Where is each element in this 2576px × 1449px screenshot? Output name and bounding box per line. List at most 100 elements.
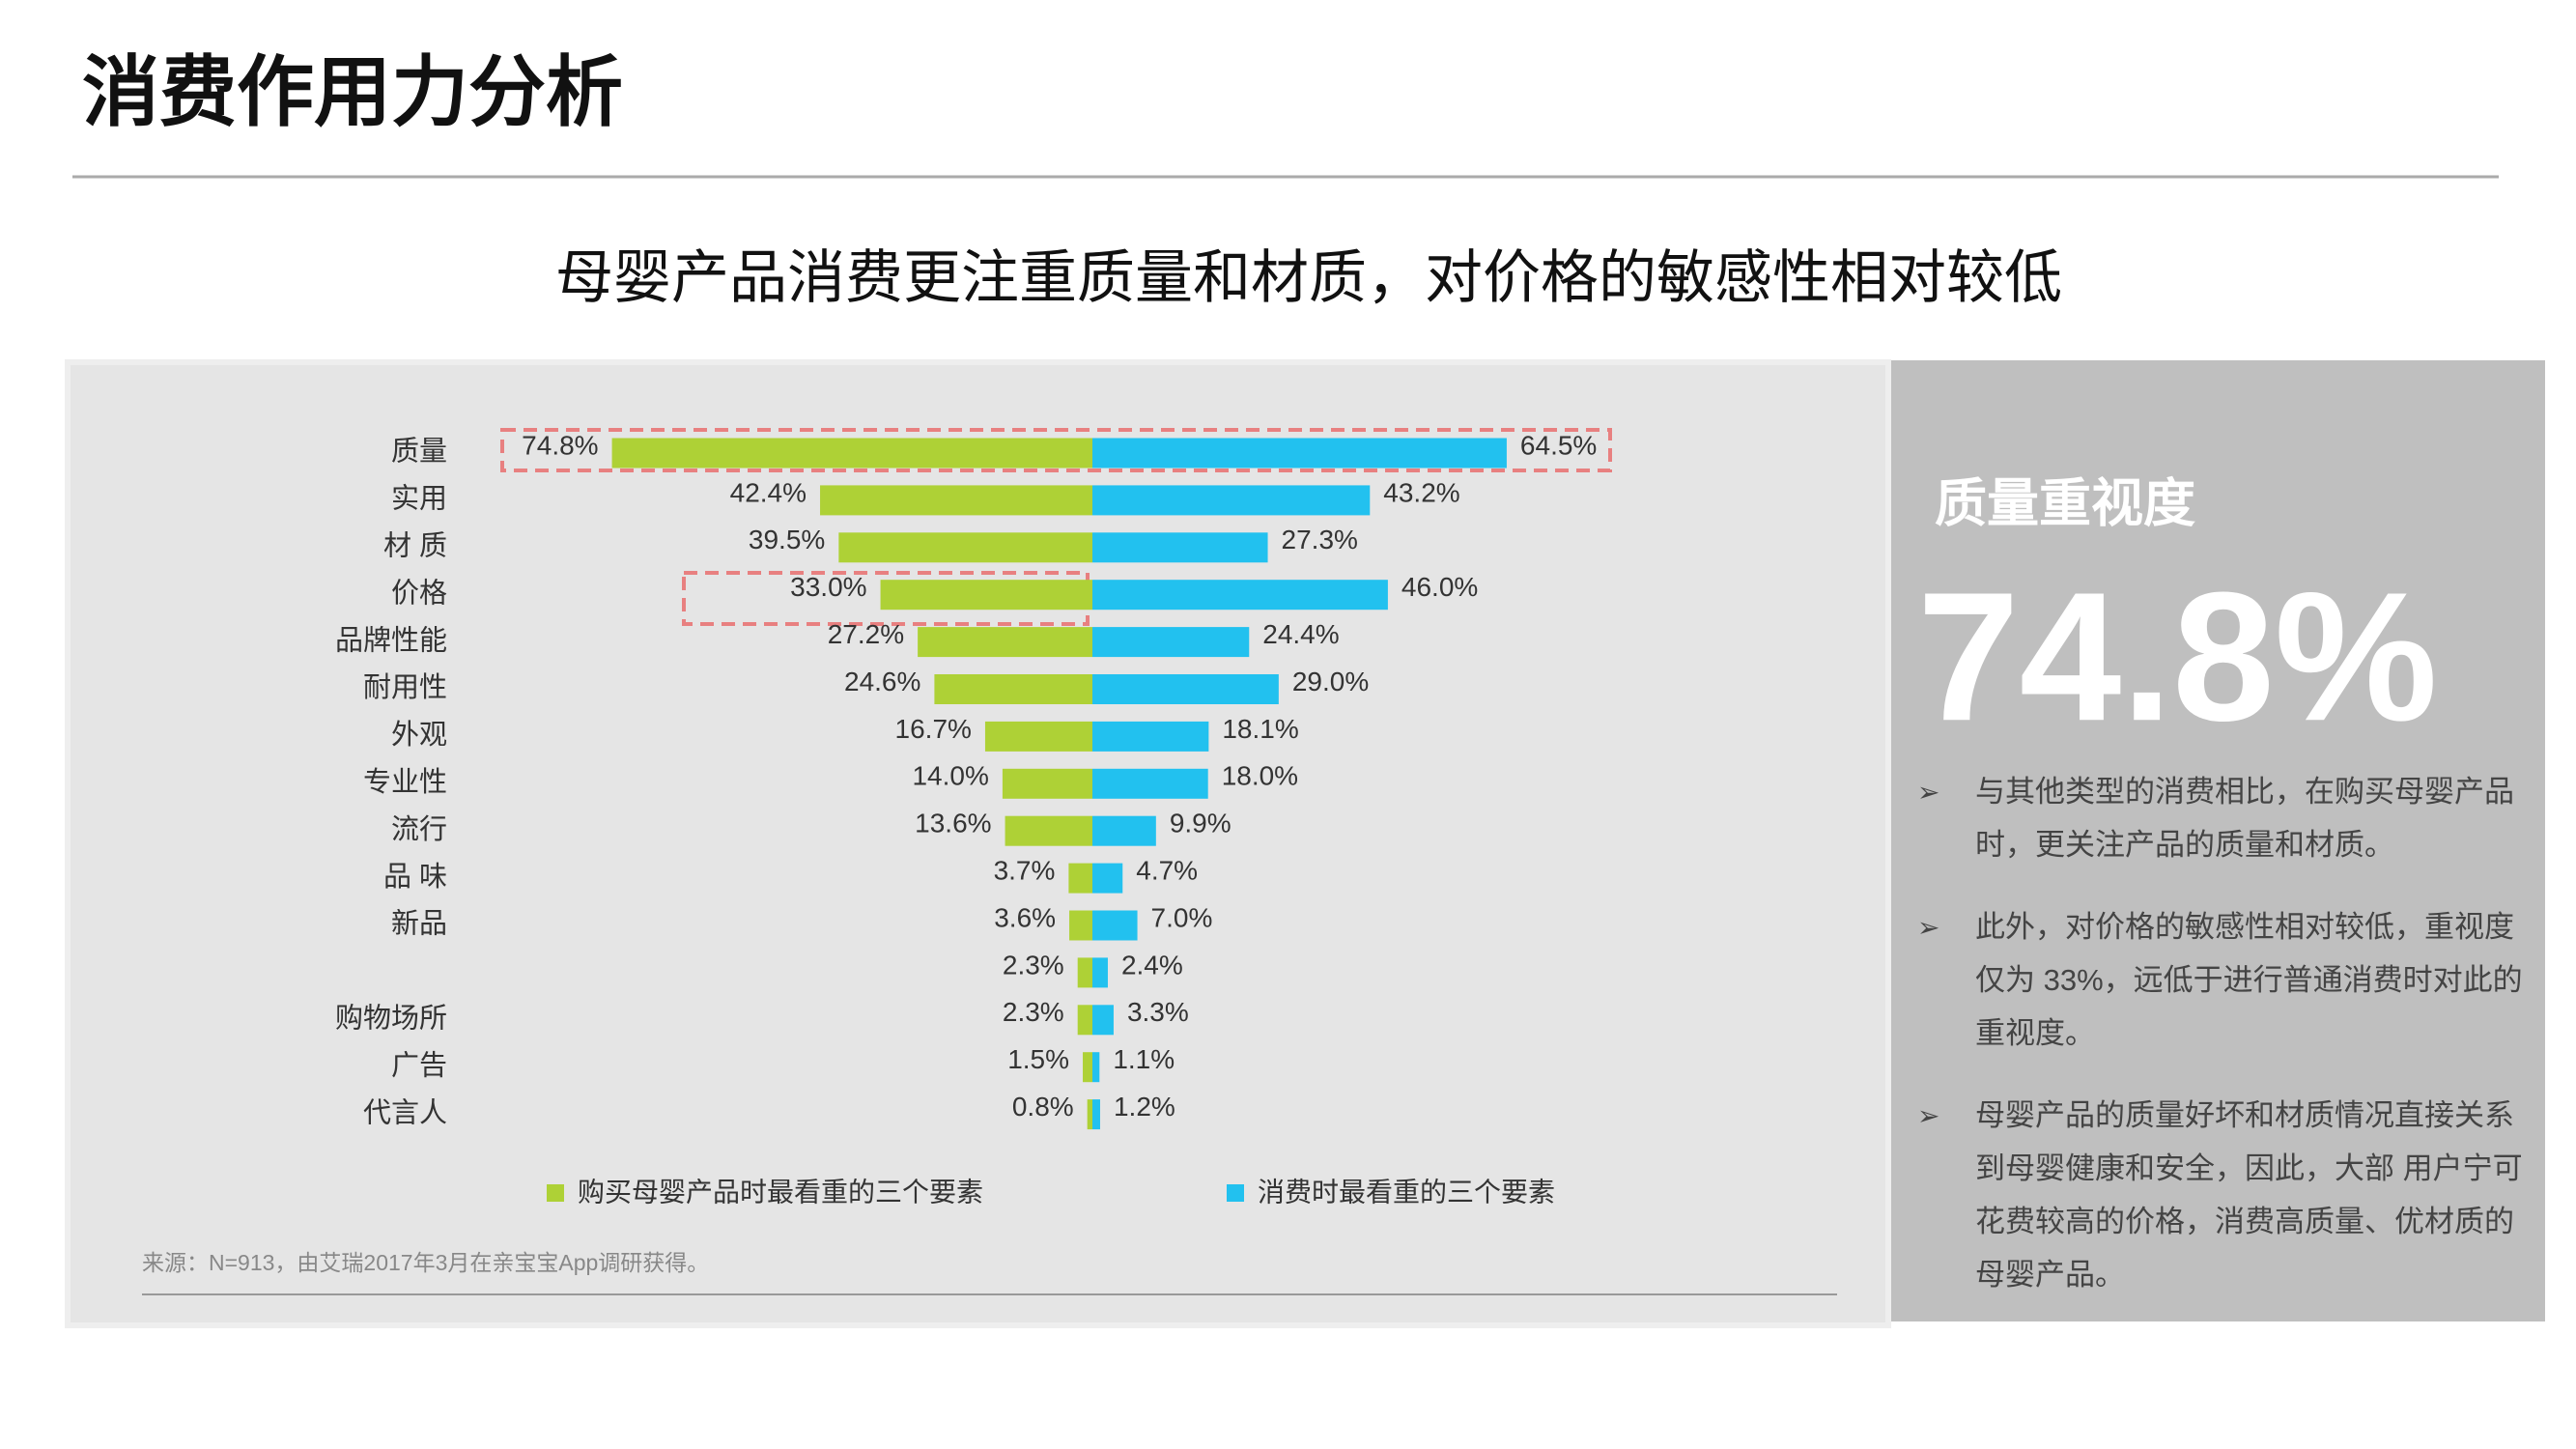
category-label: 流行: [391, 813, 447, 845]
value-label: 39.5%: [749, 525, 825, 554]
bar: [1092, 1052, 1100, 1083]
legend-swatch: [1227, 1184, 1244, 1202]
source-note: 来源：N=913，由艾瑞2017年3月在亲宝宝App调研获得。: [142, 1250, 709, 1275]
value-label: 16.7%: [895, 714, 972, 744]
category-label: 实用: [391, 483, 447, 515]
bullet-text: 重视度。: [1975, 1016, 2095, 1050]
bullet-arrow: ➢: [1917, 777, 1939, 807]
bar: [820, 485, 1092, 516]
panel-big-number: 74.8%: [1917, 554, 2438, 759]
subtitle: 母婴产品消费更注重质量和材质，对价格的敏感性相对较低: [555, 245, 2062, 310]
bar: [1087, 1099, 1092, 1130]
panel-heading: 质量重视度: [1935, 474, 2195, 532]
bar: [1077, 957, 1092, 988]
bar: [1092, 863, 1123, 894]
category-label: 品牌性能: [335, 624, 447, 656]
bar: [1092, 1099, 1100, 1130]
value-label: 3.3%: [1127, 997, 1189, 1027]
value-label: 33.0%: [790, 572, 866, 602]
value-label: 13.6%: [915, 809, 991, 838]
bar: [1068, 863, 1092, 894]
bar: [1069, 910, 1092, 941]
category-label: 购物场所: [335, 1002, 447, 1034]
legend-label: 购买母婴产品时最看重的三个要素: [578, 1177, 983, 1207]
value-label: 42.4%: [730, 477, 807, 507]
value-label: 27.2%: [828, 619, 904, 649]
value-label: 1.1%: [1113, 1044, 1175, 1074]
bullet-text: 时，更关注产品的质量和材质。: [1975, 828, 2394, 862]
bullet-arrow: ➢: [1917, 912, 1939, 942]
value-label: 2.3%: [1003, 950, 1064, 980]
value-label: 2.3%: [1003, 997, 1064, 1027]
highlight-box: [500, 428, 1612, 472]
bar: [1092, 1005, 1114, 1036]
value-label: 3.7%: [994, 855, 1056, 885]
bar: [1005, 815, 1092, 846]
bar: [1092, 438, 1507, 469]
bar: [1092, 957, 1108, 988]
value-label: 2.4%: [1121, 950, 1183, 980]
bullet-text: 母婴产品。: [1975, 1258, 2125, 1292]
bar: [1092, 815, 1156, 846]
bar: [1092, 674, 1279, 704]
value-label: 24.4%: [1262, 619, 1339, 649]
value-label: 43.2%: [1383, 477, 1459, 507]
value-label: 7.0%: [1151, 902, 1213, 932]
bar: [1077, 1005, 1092, 1036]
value-label: 46.0%: [1401, 572, 1478, 602]
slide-title: 消费作用力分析: [82, 49, 623, 135]
category-label: 材 质: [383, 529, 447, 561]
value-label: 1.5%: [1007, 1044, 1069, 1074]
value-label: 27.3%: [1282, 525, 1358, 554]
bullet-text: 母婴产品的质量好坏和材质情况直接关系: [1975, 1098, 2514, 1132]
category-label: 品 味: [383, 861, 447, 893]
bullet-text: 仅为 33%，远低于进行普通消费时对此的: [1975, 963, 2523, 997]
bar: [1092, 485, 1371, 516]
value-label: 9.9%: [1170, 809, 1231, 838]
bullet-text: 与其他类型的消费相比，在购买母婴产品: [1975, 775, 2514, 809]
bar: [880, 580, 1092, 611]
bar: [1092, 627, 1250, 658]
bar: [918, 627, 1092, 658]
category-label: 广告: [391, 1049, 447, 1081]
bullet-arrow: ➢: [1917, 1100, 1939, 1130]
value-label: 64.5%: [1520, 430, 1597, 460]
bar: [934, 674, 1092, 704]
value-label: 0.8%: [1012, 1092, 1074, 1122]
value-label: 14.0%: [912, 761, 988, 791]
value-label: 29.0%: [1292, 667, 1369, 696]
value-label: 1.2%: [1114, 1092, 1175, 1122]
category-label: 新品: [391, 908, 447, 940]
value-label: 74.8%: [522, 430, 598, 460]
bar: [1092, 768, 1208, 799]
value-label: 18.1%: [1222, 714, 1298, 744]
bar: [1092, 910, 1138, 941]
bar: [1092, 580, 1388, 611]
bullet-text: 花费较高的价格，消费高质量、优材质的: [1975, 1205, 2514, 1238]
legend-label: 消费时最看重的三个要素: [1258, 1177, 1555, 1207]
legend-swatch: [547, 1184, 564, 1202]
category-label: 代言人: [363, 1096, 447, 1128]
category-label: 外观: [391, 719, 447, 751]
value-label: 4.7%: [1136, 855, 1198, 885]
value-label: 24.6%: [844, 667, 920, 696]
category-label: 价格: [391, 577, 447, 609]
bar: [1002, 768, 1092, 799]
category-label: 耐用性: [363, 671, 447, 703]
bullet-text: 到母婴健康和安全，因此，大部 用户宁可: [1975, 1151, 2523, 1185]
category-label: 质量: [391, 436, 447, 468]
bar: [611, 438, 1092, 469]
bullet-text: 此外，对价格的敏感性相对较低，重视度: [1975, 910, 2514, 944]
bar: [838, 532, 1092, 563]
value-label: 18.0%: [1222, 761, 1298, 791]
bar: [1092, 721, 1209, 752]
side-panel: [1891, 360, 2545, 1321]
bar: [1092, 532, 1268, 563]
bar: [1083, 1052, 1092, 1083]
bar: [984, 721, 1092, 752]
category-label: 专业性: [363, 766, 447, 798]
chart-panel: [65, 359, 1891, 1328]
value-label: 3.6%: [994, 902, 1056, 932]
